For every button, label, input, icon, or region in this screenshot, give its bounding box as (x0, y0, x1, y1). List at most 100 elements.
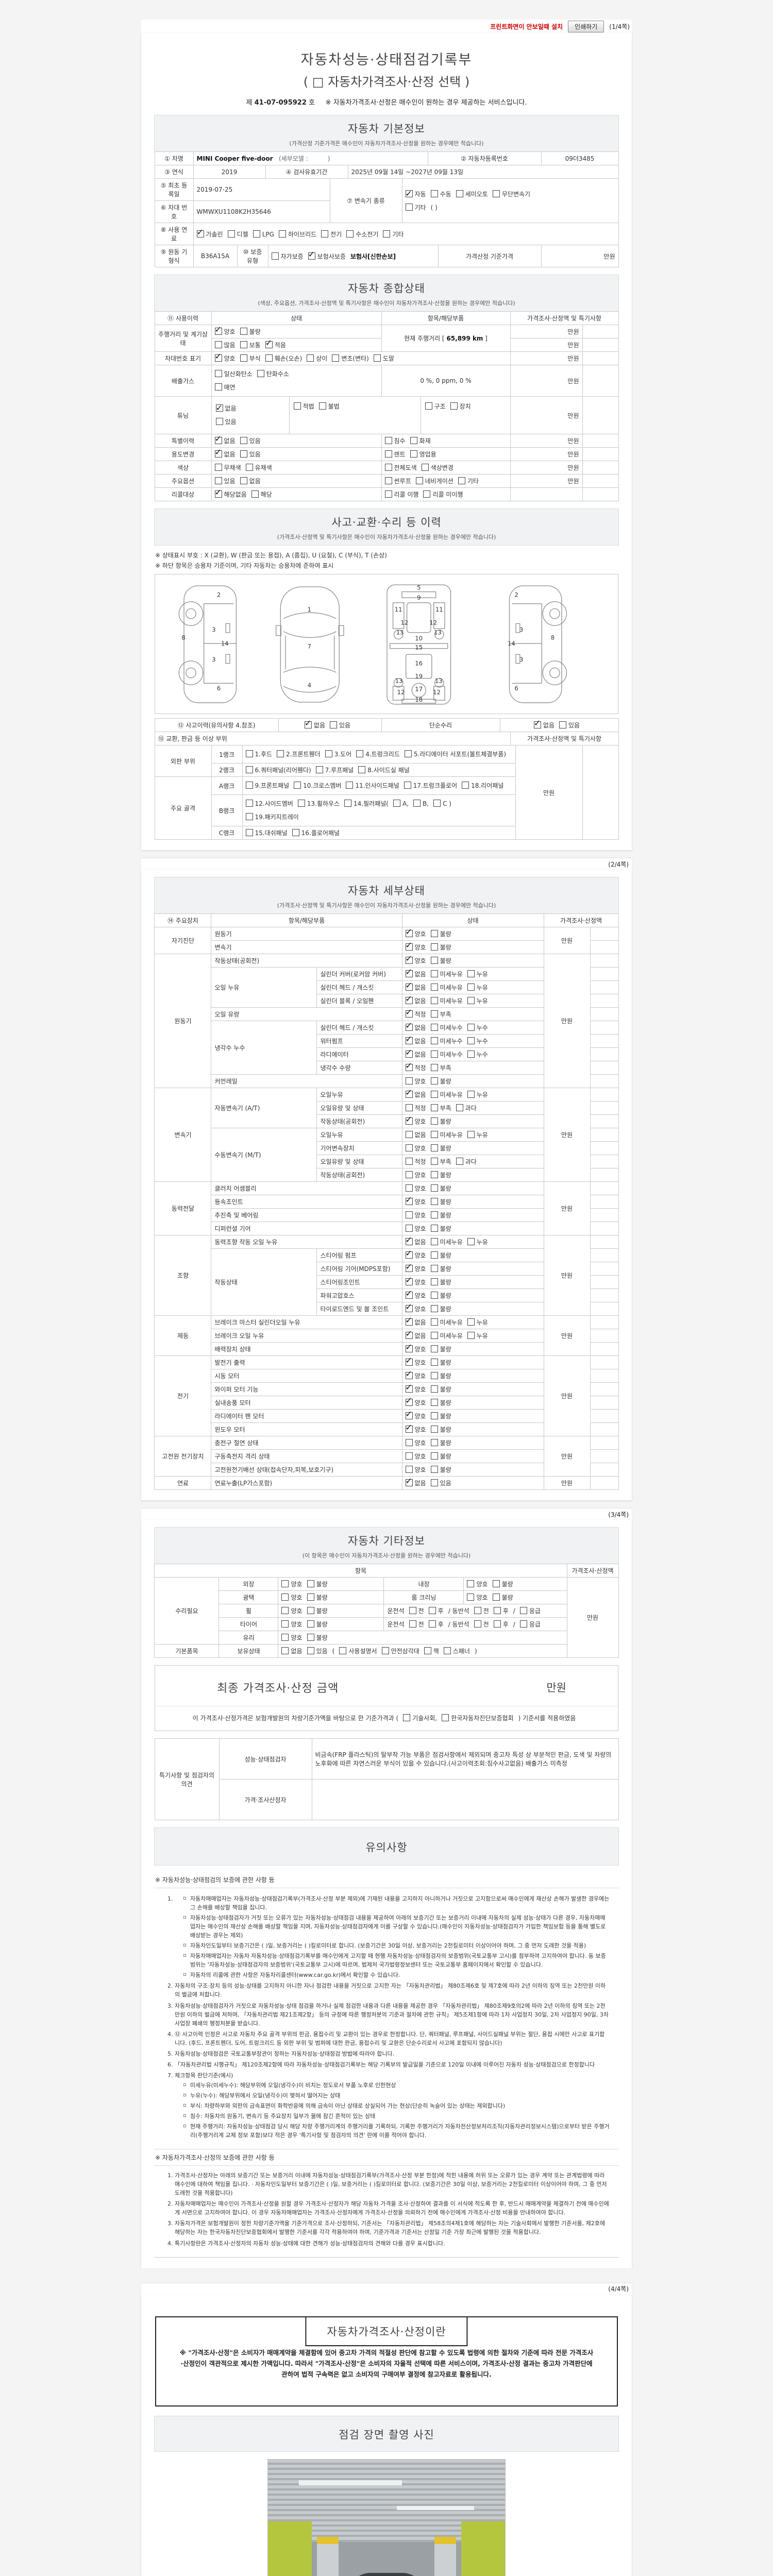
checkbox[interactable] (450, 402, 458, 410)
checkbox[interactable] (332, 354, 340, 362)
checkbox[interactable] (307, 1620, 314, 1628)
checkbox[interactable] (214, 477, 222, 484)
checkbox[interactable] (384, 477, 392, 484)
checkbox[interactable] (265, 354, 273, 362)
checkbox[interactable] (430, 1439, 438, 1446)
checkbox[interactable] (492, 1594, 500, 1601)
checkbox[interactable] (430, 1171, 438, 1178)
checkbox[interactable] (404, 782, 411, 789)
checkbox[interactable] (430, 1251, 438, 1259)
checkbox-checked[interactable] (405, 1007, 413, 1018)
checkbox[interactable] (430, 997, 438, 1004)
checkbox[interactable] (214, 383, 222, 391)
checkbox[interactable] (430, 1318, 438, 1326)
checkbox[interactable] (430, 1238, 438, 1245)
checkbox-checked[interactable] (405, 1476, 413, 1486)
checkbox-checked[interactable] (405, 1382, 413, 1393)
checkbox[interactable] (430, 1158, 438, 1165)
checkbox-checked[interactable] (214, 325, 222, 335)
checkbox[interactable] (430, 1305, 438, 1312)
checkbox[interactable] (315, 766, 323, 773)
checkbox-checked[interactable] (214, 351, 222, 362)
checkbox[interactable] (430, 984, 438, 991)
checkbox[interactable] (456, 1158, 463, 1165)
checkbox[interactable] (430, 1332, 438, 1339)
checkbox-checked[interactable] (405, 1114, 413, 1125)
checkbox[interactable] (405, 1158, 413, 1165)
checkbox[interactable] (281, 1607, 289, 1614)
checkbox[interactable] (430, 1091, 438, 1098)
checkbox[interactable] (240, 354, 247, 362)
checkbox[interactable] (292, 829, 299, 836)
checkbox[interactable] (430, 957, 438, 964)
checkbox[interactable] (281, 1620, 289, 1628)
checkbox-checked[interactable] (405, 1034, 413, 1044)
checkbox[interactable] (356, 750, 364, 757)
checkbox[interactable] (257, 370, 264, 377)
checkbox[interactable] (467, 1318, 475, 1326)
checkbox[interactable] (467, 1580, 475, 1587)
checkbox[interactable] (321, 230, 329, 238)
checkbox-checked[interactable] (215, 401, 223, 415)
checkbox[interactable] (384, 450, 392, 457)
checkbox[interactable] (430, 1426, 438, 1433)
checkbox[interactable] (245, 464, 253, 471)
checkbox[interactable] (430, 190, 438, 197)
checkbox[interactable] (467, 1050, 475, 1058)
checkbox[interactable] (405, 1104, 413, 1111)
checkbox-checked[interactable] (405, 1355, 413, 1366)
checkbox[interactable] (519, 1620, 527, 1628)
checkbox[interactable] (245, 782, 253, 789)
checkbox[interactable] (430, 1292, 438, 1299)
checkbox[interactable] (430, 1117, 438, 1125)
checkbox-checked[interactable] (405, 1088, 413, 1098)
checkbox[interactable] (245, 766, 253, 773)
checkbox[interactable] (430, 1225, 438, 1232)
checkbox-checked[interactable] (533, 718, 541, 728)
checkbox-checked[interactable] (405, 980, 413, 991)
checkbox[interactable] (307, 1580, 314, 1587)
checkbox[interactable] (227, 230, 235, 238)
checkbox[interactable] (430, 1479, 438, 1486)
checkbox[interactable] (428, 1620, 436, 1628)
checkbox[interactable] (403, 1714, 411, 1721)
checkbox-checked[interactable] (405, 1396, 413, 1406)
checkbox-checked[interactable] (214, 487, 222, 498)
checkbox[interactable] (443, 1647, 451, 1654)
checkbox[interactable] (430, 930, 438, 937)
checkbox[interactable] (425, 402, 432, 410)
checkbox[interactable] (245, 800, 253, 807)
checkbox-checked[interactable] (405, 954, 413, 964)
checkbox[interactable] (430, 1131, 438, 1138)
checkbox[interactable] (474, 1607, 481, 1614)
checkbox[interactable] (430, 1466, 438, 1473)
checkbox[interactable] (430, 1024, 438, 1031)
checkbox[interactable] (462, 782, 469, 789)
checkbox[interactable] (344, 800, 352, 807)
checkbox[interactable] (467, 997, 475, 1004)
checkbox[interactable] (430, 1198, 438, 1205)
checkbox[interactable] (409, 1620, 416, 1628)
checkbox[interactable] (458, 477, 465, 484)
checkbox-checked[interactable] (405, 1061, 413, 1071)
checkbox[interactable] (240, 341, 247, 348)
checkbox[interactable] (277, 750, 284, 757)
checkbox[interactable] (428, 1607, 436, 1614)
checkbox-checked[interactable] (405, 1248, 413, 1259)
checkbox[interactable] (410, 437, 417, 444)
checkbox[interactable] (384, 490, 392, 498)
checkbox[interactable] (393, 800, 400, 807)
checkbox[interactable] (424, 1647, 431, 1654)
checkbox[interactable] (404, 750, 412, 757)
checkbox[interactable] (430, 1037, 438, 1044)
checkbox[interactable] (467, 1037, 475, 1044)
checkbox[interactable] (410, 450, 417, 457)
checkbox[interactable] (307, 1647, 314, 1654)
checkbox[interactable] (325, 750, 332, 757)
checkbox[interactable] (492, 190, 500, 197)
checkbox[interactable] (467, 984, 475, 991)
checkbox[interactable] (405, 1466, 413, 1473)
checkbox[interactable] (405, 1225, 413, 1232)
checkbox[interactable] (430, 1211, 438, 1218)
checkbox-checked[interactable] (214, 447, 222, 457)
